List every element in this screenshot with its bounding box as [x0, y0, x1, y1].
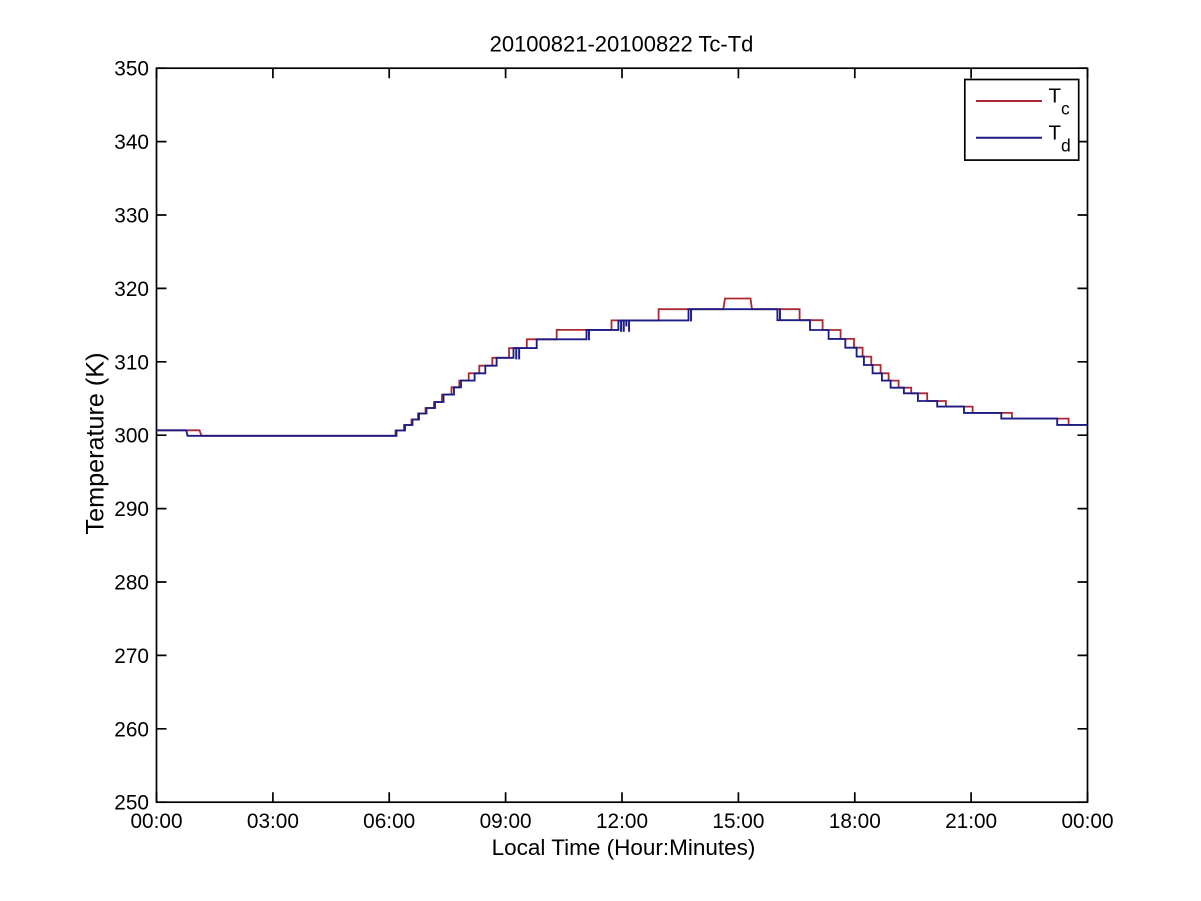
- svg-text:340: 340: [114, 131, 149, 154]
- svg-text:260: 260: [114, 718, 149, 741]
- svg-text:280: 280: [114, 572, 149, 595]
- svg-text:18:00: 18:00: [829, 810, 881, 833]
- svg-text:Local Time (Hour:Minutes): Local Time (Hour:Minutes): [492, 835, 756, 860]
- svg-text:21:00: 21:00: [945, 810, 997, 833]
- svg-text:300: 300: [114, 425, 149, 448]
- svg-text:320: 320: [114, 278, 149, 301]
- svg-text:09:00: 09:00: [480, 810, 532, 833]
- svg-text:15:00: 15:00: [712, 810, 764, 833]
- svg-text:250: 250: [114, 792, 149, 815]
- svg-text:290: 290: [114, 498, 149, 521]
- svg-text:12:00: 12:00: [596, 810, 648, 833]
- svg-text:00:00: 00:00: [1061, 810, 1113, 833]
- svg-text:03:00: 03:00: [247, 810, 299, 833]
- svg-text:06:00: 06:00: [363, 810, 415, 833]
- svg-text:270: 270: [114, 645, 149, 668]
- svg-text:20100821-20100822 Tc-Td: 20100821-20100822 Tc-Td: [490, 32, 754, 57]
- svg-text:Temperature (K): Temperature (K): [82, 353, 110, 535]
- svg-text:310: 310: [114, 351, 149, 374]
- svg-text:350: 350: [114, 58, 149, 81]
- svg-text:330: 330: [114, 205, 149, 228]
- svg-text:00:00: 00:00: [130, 810, 182, 833]
